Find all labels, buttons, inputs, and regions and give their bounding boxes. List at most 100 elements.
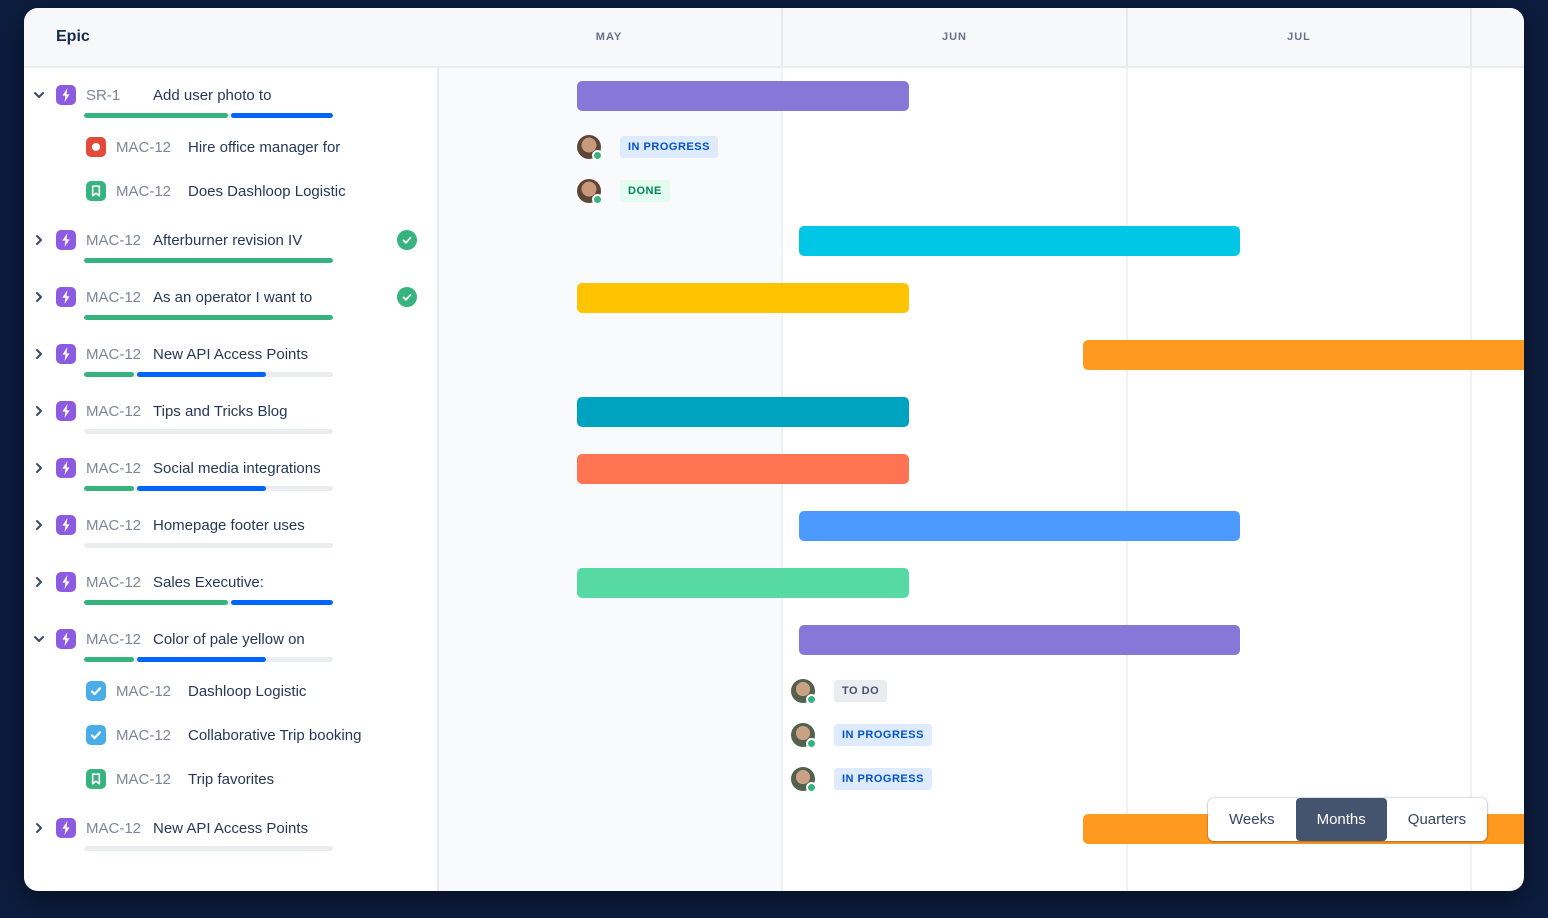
row-title-line: MAC-12 Collaborative Trip booking bbox=[24, 724, 437, 746]
bug-icon bbox=[86, 137, 106, 157]
progress-green bbox=[84, 315, 333, 320]
row-title-line: MAC-12 Trip favorites bbox=[24, 768, 437, 790]
issue-key: MAC-12 bbox=[86, 573, 142, 591]
status-badge[interactable]: IN PROGRESS bbox=[620, 136, 718, 158]
progress-bar bbox=[84, 258, 333, 263]
progress-blue bbox=[136, 657, 267, 662]
chevron-right-icon[interactable] bbox=[32, 518, 46, 532]
timeline-row bbox=[437, 441, 1524, 498]
chevron-down-icon[interactable] bbox=[32, 632, 46, 646]
timeline-row: DONE bbox=[437, 169, 1524, 213]
story-icon bbox=[86, 769, 106, 789]
row-title-line: MAC-12 Does Dashloop Logistic bbox=[24, 180, 437, 202]
epic-row[interactable]: MAC-12 Afterburner revision IV bbox=[24, 213, 437, 270]
status-badge[interactable]: TO DO bbox=[834, 680, 888, 702]
month-label-may: MAY bbox=[595, 31, 623, 43]
chevron-down-icon[interactable] bbox=[32, 88, 46, 102]
issue-key: MAC-12 bbox=[86, 288, 142, 306]
issue-row[interactable]: MAC-12 Does Dashloop Logistic bbox=[24, 169, 437, 213]
epic-row[interactable]: MAC-12 New API Access Points bbox=[24, 801, 437, 858]
online-status-dot bbox=[806, 738, 817, 749]
issue-key: MAC-12 bbox=[116, 138, 172, 156]
epic-row[interactable]: MAC-12 Tips and Tricks Blog bbox=[24, 384, 437, 441]
issue-key: MAC-12 bbox=[116, 182, 172, 200]
epic-row[interactable]: MAC-12 Social media integrations bbox=[24, 441, 437, 498]
issue-key: MAC-12 bbox=[86, 516, 142, 534]
issue-title: Add user photo to bbox=[153, 86, 272, 104]
timeline-bar[interactable] bbox=[799, 226, 1240, 256]
issue-title: As an operator I want to bbox=[153, 288, 313, 306]
issue-key: MAC-12 bbox=[86, 345, 142, 363]
chevron-right-icon[interactable] bbox=[32, 575, 46, 589]
chevron-right-icon[interactable] bbox=[32, 821, 46, 835]
status-badge[interactable]: DONE bbox=[620, 180, 670, 202]
issue-key: MAC-12 bbox=[86, 231, 142, 249]
epic-row[interactable]: MAC-12 Color of pale yellow on bbox=[24, 612, 437, 669]
epic-row[interactable]: MAC-12 New API Access Points bbox=[24, 327, 437, 384]
issue-row[interactable]: MAC-12 Trip favorites bbox=[24, 757, 437, 801]
epic-icon bbox=[56, 344, 76, 364]
issue-key: MAC-12 bbox=[86, 459, 142, 477]
issue-title: Homepage footer uses bbox=[153, 516, 305, 534]
epic-row[interactable]: MAC-12 Sales Executive: bbox=[24, 555, 437, 612]
quarters-button[interactable]: Quarters bbox=[1387, 798, 1487, 841]
row-title-line: MAC-12 Afterburner revision IV bbox=[24, 229, 437, 251]
epic-row[interactable]: MAC-12 As an operator I want to bbox=[24, 270, 437, 327]
chevron-right-icon[interactable] bbox=[32, 404, 46, 418]
timeline-bar[interactable] bbox=[577, 454, 909, 484]
month-gridline bbox=[781, 8, 783, 891]
epic-row[interactable]: MAC-12 Homepage footer uses bbox=[24, 498, 437, 555]
epic-icon bbox=[56, 287, 76, 307]
current-month-column-shade bbox=[437, 8, 781, 891]
issue-title: Social media integrations bbox=[153, 459, 321, 477]
timeline-row bbox=[437, 327, 1524, 384]
epic-icon bbox=[56, 230, 76, 250]
row-title-line: SR-1 Add user photo to bbox=[24, 84, 437, 106]
issue-row[interactable]: MAC-12 Dashloop Logistic bbox=[24, 669, 437, 713]
issue-title: Sales Executive: bbox=[153, 573, 264, 591]
issue-row[interactable]: MAC-12 Hire office manager for bbox=[24, 125, 437, 169]
issue-row[interactable]: MAC-12 Collaborative Trip booking bbox=[24, 713, 437, 757]
timeline-bar[interactable] bbox=[577, 397, 909, 427]
timeline-row bbox=[437, 68, 1524, 125]
chevron-right-icon[interactable] bbox=[32, 290, 46, 304]
issue-title: Color of pale yellow on bbox=[153, 630, 305, 648]
status-badge[interactable]: IN PROGRESS bbox=[834, 724, 932, 746]
online-status-dot bbox=[592, 150, 603, 161]
months-button[interactable]: Months bbox=[1295, 798, 1387, 841]
epic-column-header: Epic bbox=[56, 28, 90, 45]
online-status-dot bbox=[806, 782, 817, 793]
progress-green bbox=[84, 657, 134, 662]
timeline-row: TO DO bbox=[437, 669, 1524, 713]
progress-green bbox=[84, 486, 134, 491]
timeline-bar[interactable] bbox=[799, 625, 1240, 655]
month-gridline bbox=[1126, 8, 1128, 891]
issue-title: Tips and Tricks Blog bbox=[153, 402, 288, 420]
issue-title: Hire office manager for bbox=[188, 138, 341, 156]
issue-key: MAC-12 bbox=[86, 630, 142, 648]
timeline-bar[interactable] bbox=[577, 283, 909, 313]
issue-list-panel: SR-1 Add user photo to MAC-12 Hire office m… bbox=[24, 68, 439, 891]
timeframe-toggle: Weeks Months Quarters bbox=[1208, 798, 1488, 841]
epic-row[interactable]: SR-1 Add user photo to bbox=[24, 68, 437, 125]
timeline-bar[interactable] bbox=[577, 81, 909, 111]
issue-key: MAC-12 bbox=[116, 726, 172, 744]
chevron-right-icon[interactable] bbox=[32, 461, 46, 475]
status-badge[interactable]: IN PROGRESS bbox=[834, 768, 932, 790]
chevron-right-icon[interactable] bbox=[32, 347, 46, 361]
epic-icon bbox=[56, 458, 76, 478]
weeks-button[interactable]: Weeks bbox=[1208, 798, 1296, 841]
timeline-row: IN PROGRESS bbox=[437, 713, 1524, 757]
progress-bar bbox=[84, 600, 333, 605]
roadmap-card: Epic MAY JUN JUL SR-1 Add user photo to MA… bbox=[24, 8, 1524, 891]
row-title-line: MAC-12 Dashloop Logistic bbox=[24, 680, 437, 702]
epic-icon bbox=[56, 629, 76, 649]
chevron-right-icon[interactable] bbox=[32, 233, 46, 247]
month-gridline bbox=[1470, 8, 1472, 891]
issue-key: MAC-12 bbox=[86, 819, 142, 837]
timeline-bar[interactable] bbox=[577, 568, 909, 598]
timeline-bar[interactable] bbox=[1083, 340, 1524, 370]
timeline-bar[interactable] bbox=[799, 511, 1240, 541]
progress-bar bbox=[84, 315, 333, 320]
